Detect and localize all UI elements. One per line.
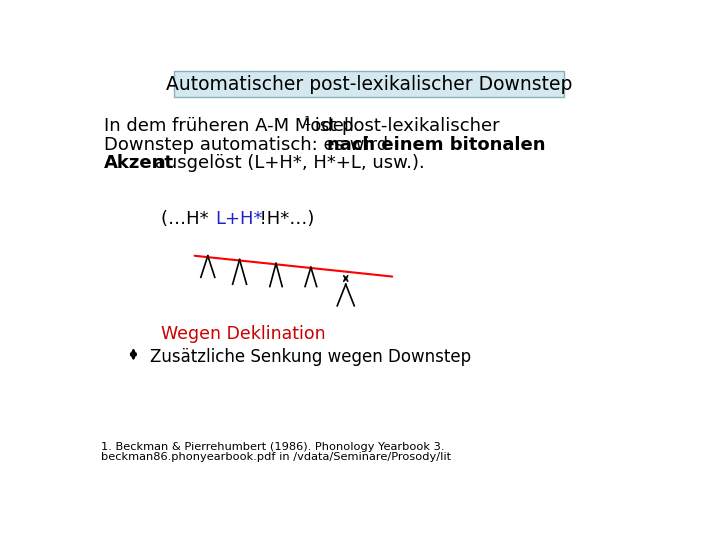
Text: Downstep automatisch: es wird: Downstep automatisch: es wird: [104, 136, 394, 154]
Text: 1. Beckman & Pierrehumbert (1986). Phonology Yearbook 3.: 1. Beckman & Pierrehumbert (1986). Phono…: [101, 442, 444, 452]
Text: Akzent: Akzent: [104, 154, 174, 172]
Text: !H*…): !H*…): [248, 210, 315, 227]
Text: 1: 1: [304, 115, 311, 128]
Text: Zusätzliche Senkung wegen Downstep: Zusätzliche Senkung wegen Downstep: [150, 348, 472, 366]
Text: ausgelöst (L+H*, H*+L, usw.).: ausgelöst (L+H*, H*+L, usw.).: [149, 154, 425, 172]
Text: In dem früheren A-M Modell: In dem früheren A-M Modell: [104, 117, 354, 135]
Text: L+H*: L+H*: [215, 210, 263, 227]
Text: ist post-lexikalischer: ist post-lexikalischer: [310, 117, 500, 135]
Text: beckman86.phonyearbook.pdf in /vdata/Seminare/Prosody/lit: beckman86.phonyearbook.pdf in /vdata/Sem…: [101, 452, 451, 462]
FancyBboxPatch shape: [174, 71, 564, 97]
Text: Wegen Deklination: Wegen Deklination: [161, 325, 326, 343]
Text: nach einem bitonalen: nach einem bitonalen: [327, 136, 546, 154]
Text: Automatischer post-lexikalischer Downstep: Automatischer post-lexikalischer Downste…: [166, 75, 572, 93]
Text: (…H*: (…H*: [161, 210, 220, 227]
